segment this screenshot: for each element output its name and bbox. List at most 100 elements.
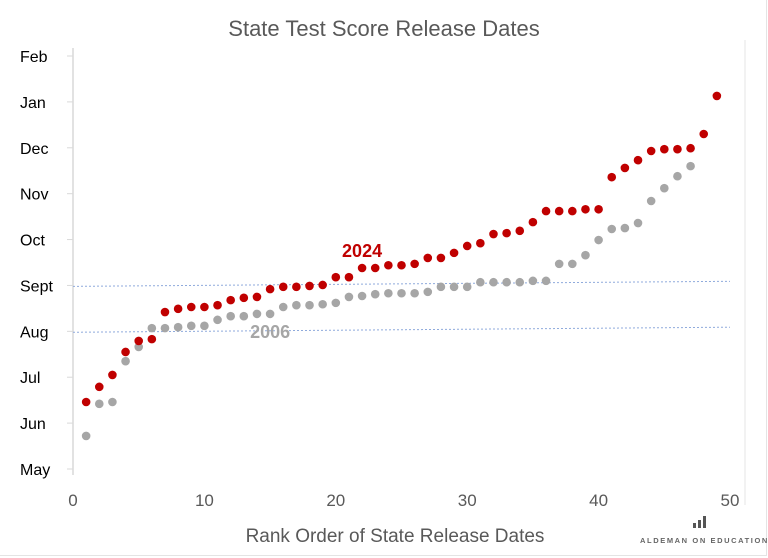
data-point-2006 xyxy=(108,397,117,407)
data-point-2006 xyxy=(594,235,603,245)
data-point-2006 xyxy=(541,276,551,286)
data-point-2024 xyxy=(213,300,222,310)
data-point-2024 xyxy=(292,282,301,292)
data-point-2006 xyxy=(226,311,235,321)
data-point-2024 xyxy=(121,347,130,357)
data-point-2024 xyxy=(318,280,327,290)
data-point-2006 xyxy=(252,309,262,319)
data-point-2006 xyxy=(423,287,433,297)
data-point-2006 xyxy=(239,311,249,321)
data-point-2006 xyxy=(449,282,459,292)
data-point-2024 xyxy=(423,253,433,263)
data-point-2024 xyxy=(699,129,709,139)
data-point-2006 xyxy=(607,224,617,234)
y-tick-label: Aug xyxy=(20,324,48,341)
data-point-2006 xyxy=(436,282,446,292)
data-point-2006 xyxy=(200,321,209,331)
data-point-2006 xyxy=(121,356,130,366)
data-point-2024 xyxy=(673,144,682,154)
data-point-2006 xyxy=(213,315,222,325)
reference-line xyxy=(72,280,731,287)
data-point-2024 xyxy=(160,307,170,317)
data-point-2006 xyxy=(292,300,301,310)
data-point-2006 xyxy=(554,259,564,269)
data-point-2024 xyxy=(620,163,630,173)
data-point-2006 xyxy=(134,342,143,352)
series-label-2024: 2024 xyxy=(342,241,382,261)
data-point-2024 xyxy=(397,260,406,270)
data-point-2006 xyxy=(370,289,380,299)
data-point-2024 xyxy=(147,334,157,344)
x-tick-label: 50 xyxy=(721,491,740,510)
data-point-2006 xyxy=(686,161,695,171)
x-tick-label: 30 xyxy=(458,491,477,510)
x-tick-label: 40 xyxy=(589,491,608,510)
data-point-2006 xyxy=(489,277,498,287)
data-point-2024 xyxy=(186,302,196,312)
data-point-2024 xyxy=(357,263,367,273)
data-point-2006 xyxy=(357,291,367,301)
y-tick-label: Feb xyxy=(20,49,48,66)
y-tick-label: Nov xyxy=(20,187,48,204)
data-point-2006 xyxy=(397,288,406,298)
bar-chart-icon xyxy=(693,516,706,528)
chart-title: State Test Score Release Dates xyxy=(228,16,539,41)
y-tick-label: Sept xyxy=(20,278,53,295)
logo: ALDEMAN ON EDUCATION xyxy=(640,515,767,545)
data-point-2024 xyxy=(568,206,577,216)
data-point-2024 xyxy=(173,304,183,314)
x-axis-label: Rank Order of State Release Dates xyxy=(246,526,545,547)
data-point-2024 xyxy=(712,91,722,101)
data-point-2024 xyxy=(370,263,380,273)
data-point-2024 xyxy=(489,229,498,239)
y-tick-label: Jan xyxy=(20,95,46,112)
data-point-2024 xyxy=(646,146,656,156)
data-point-2006 xyxy=(318,299,327,309)
reference-line xyxy=(72,326,731,333)
series-label-2006: 2006 xyxy=(250,322,290,342)
data-point-2024 xyxy=(541,206,551,216)
data-point-2024 xyxy=(265,284,275,294)
data-point-2024 xyxy=(476,238,485,248)
data-point-2024 xyxy=(633,155,643,165)
data-point-2006 xyxy=(344,292,354,302)
data-point-2006 xyxy=(305,300,314,310)
data-point-2006 xyxy=(331,298,341,308)
y-tick-label: Jun xyxy=(20,416,46,433)
data-point-2024 xyxy=(384,260,393,270)
data-point-2006 xyxy=(147,323,157,333)
data-point-2006 xyxy=(462,282,472,292)
data-point-2006 xyxy=(384,288,393,298)
data-point-2024 xyxy=(462,241,472,251)
data-point-2006 xyxy=(660,183,669,193)
data-point-2024 xyxy=(502,228,511,238)
y-tick-label: Dec xyxy=(20,141,48,158)
data-point-2006 xyxy=(581,250,590,260)
y-tick-label: Oct xyxy=(20,233,45,250)
data-point-2024 xyxy=(344,272,354,282)
data-point-2024 xyxy=(607,172,617,182)
data-point-2024 xyxy=(200,302,209,312)
data-point-2006 xyxy=(476,277,485,287)
data-point-2024 xyxy=(581,204,590,214)
x-tick-label: 0 xyxy=(68,491,77,510)
data-point-2024 xyxy=(436,253,446,263)
data-point-2006 xyxy=(186,321,196,331)
data-point-2006 xyxy=(81,431,91,441)
data-point-2024 xyxy=(594,204,603,214)
data-point-2024 xyxy=(108,370,117,380)
y-tick-label: Jul xyxy=(20,370,40,387)
x-tick-label: 10 xyxy=(195,491,214,510)
data-point-2024 xyxy=(554,206,564,216)
data-point-2006 xyxy=(673,171,682,181)
data-point-2024 xyxy=(239,293,249,303)
data-point-2006 xyxy=(278,302,288,312)
data-point-2006 xyxy=(160,323,170,333)
data-point-2006 xyxy=(568,259,577,269)
data-point-2024 xyxy=(226,295,235,305)
data-point-2006 xyxy=(620,223,630,233)
data-point-2024 xyxy=(686,143,695,153)
data-point-2006 xyxy=(94,399,104,409)
